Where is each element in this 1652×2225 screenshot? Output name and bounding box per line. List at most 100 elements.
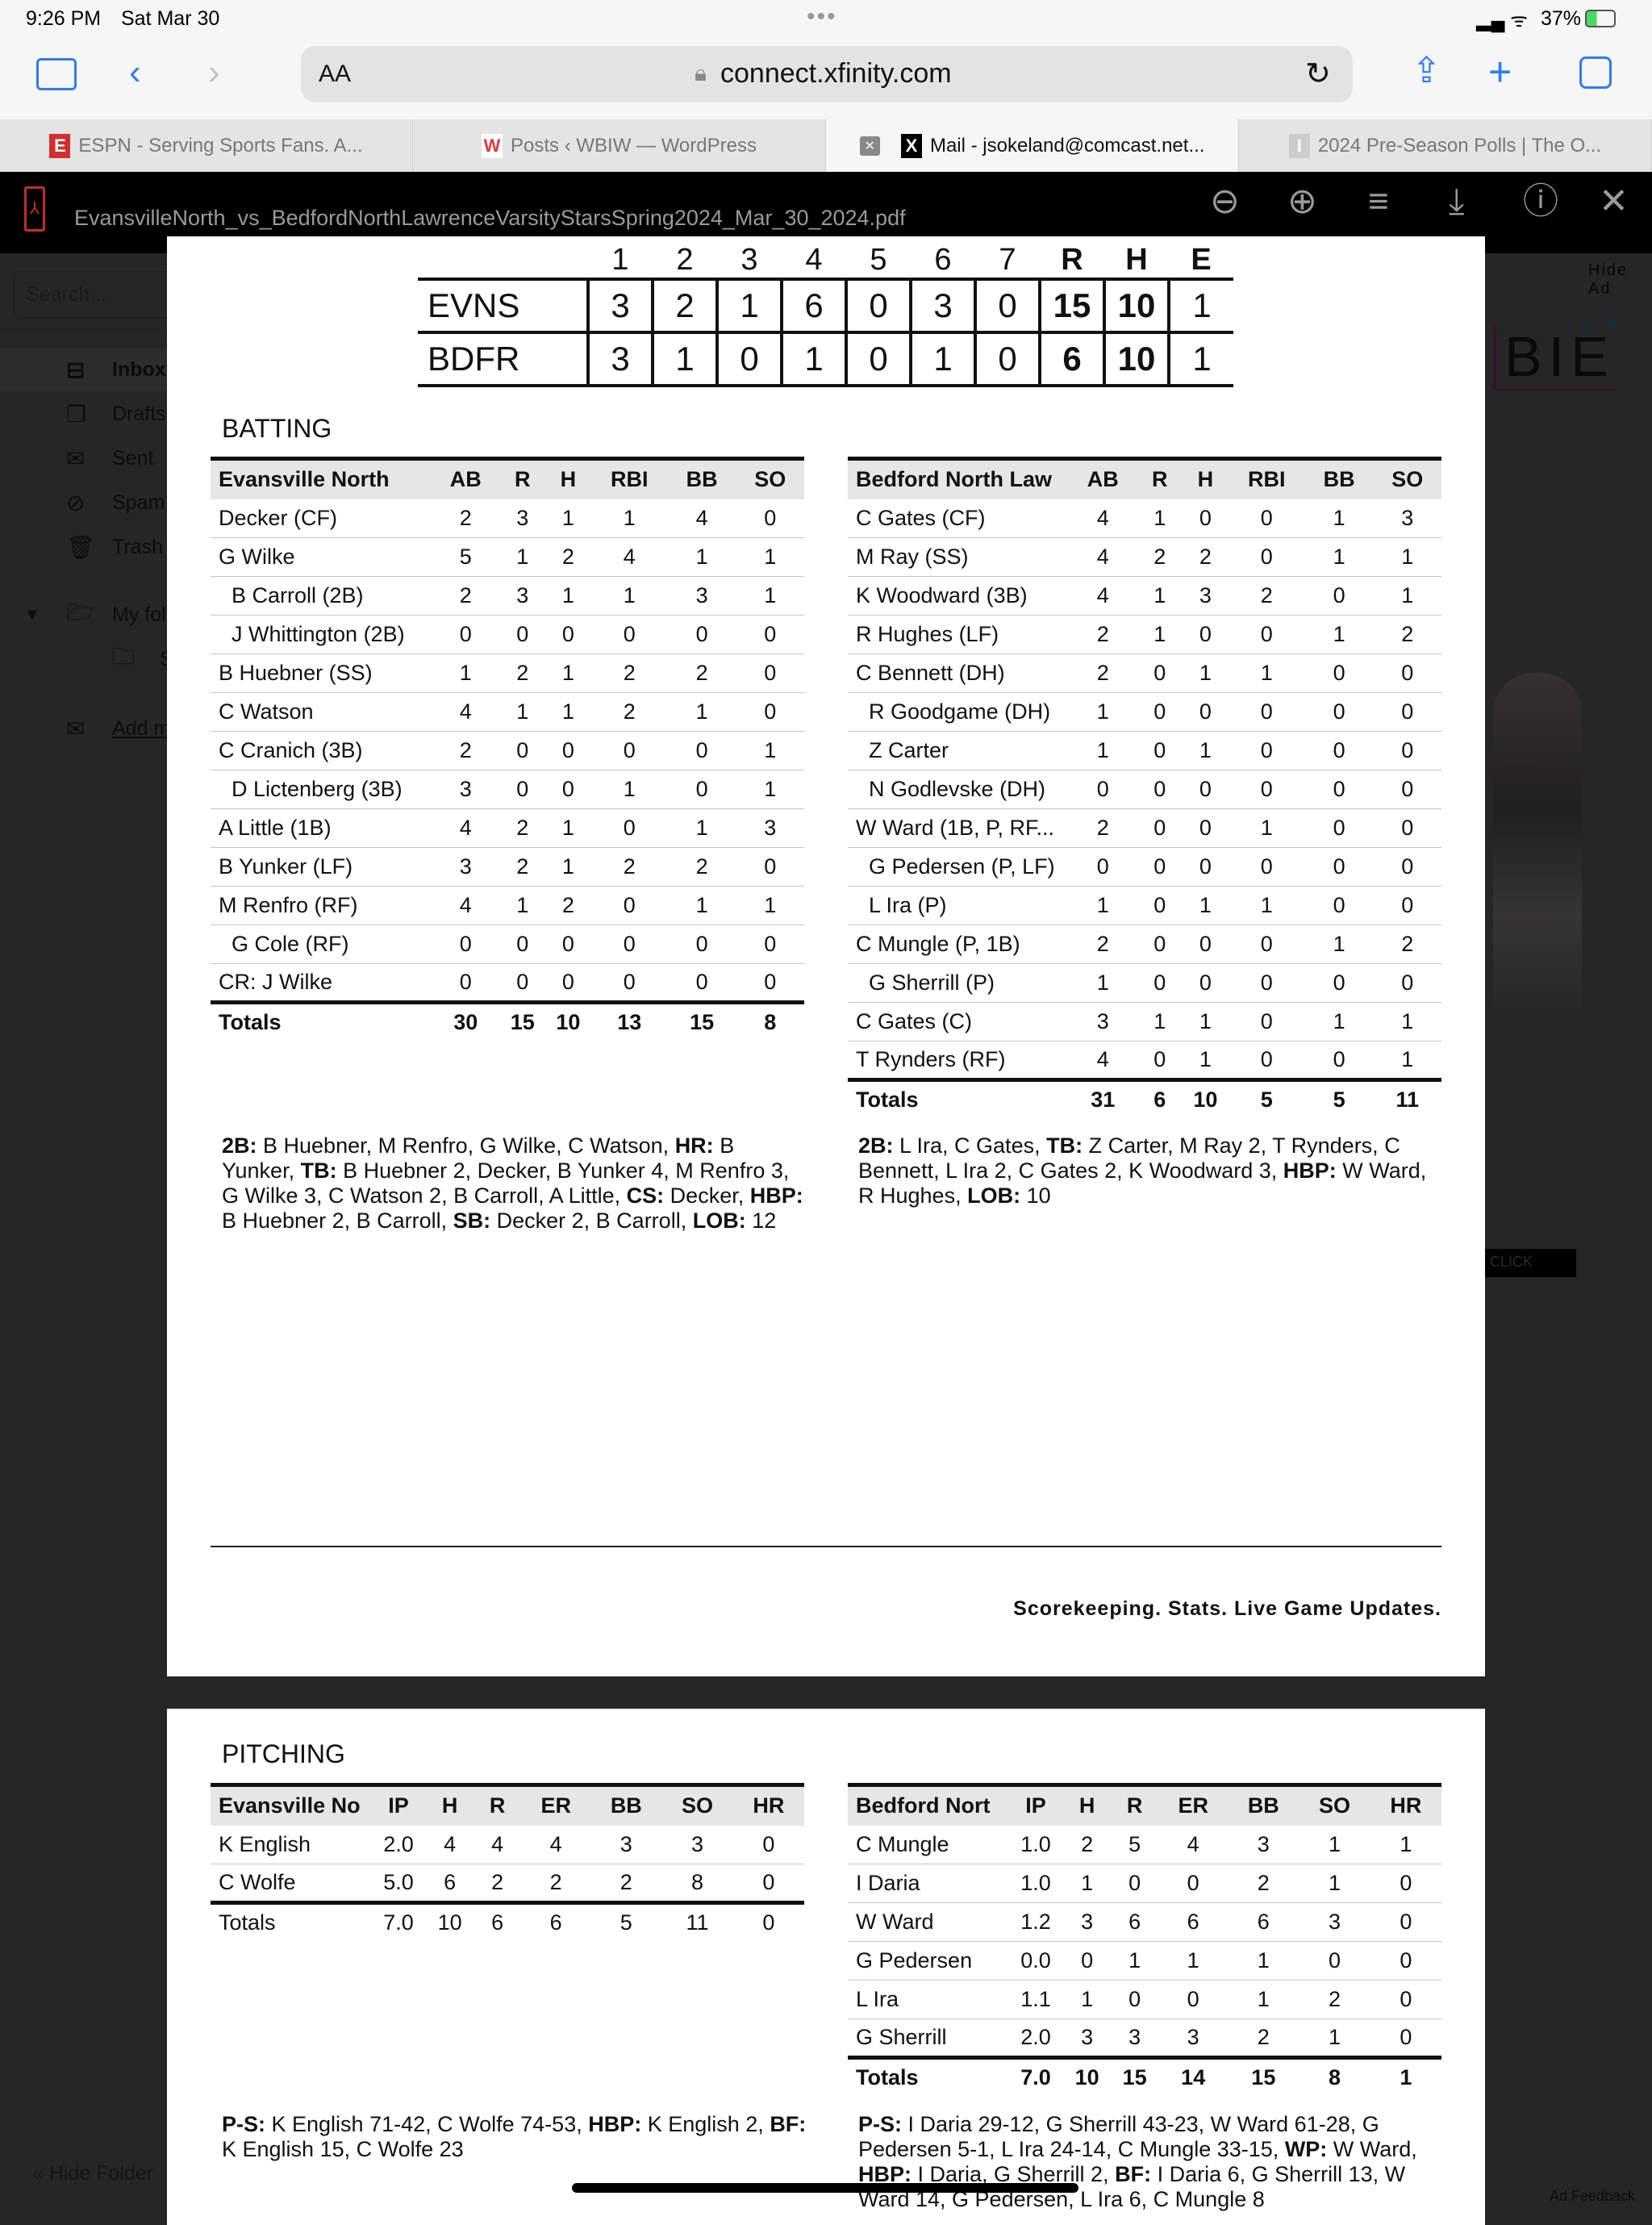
player-name: R Hughes (LF) [848, 615, 1069, 654]
search-input[interactable]: Search... [14, 271, 175, 318]
ad-feedback-link[interactable]: Ad Feedback [1550, 2188, 1636, 2204]
text-size-button[interactable]: AA [319, 61, 352, 87]
note-text: K English 2, [641, 2112, 770, 2136]
close-icon[interactable]: ✕ [1599, 182, 1629, 221]
sidebar-item-drafts[interactable]: ❐ Drafts [0, 393, 168, 435]
stat-cell: 0 [667, 770, 736, 809]
sidebar-item-spam[interactable]: ⊘ Spam [0, 482, 168, 524]
zoom-in-icon[interactable]: ⊕ [1287, 182, 1317, 221]
ad-cta-button[interactable]: CLICK [1485, 1249, 1576, 1277]
stat-cell: 2 [545, 537, 591, 577]
info-icon[interactable]: ⓘ [1523, 182, 1558, 221]
table-row: Decker (CF) 2 3 1 1 4 0 [211, 499, 804, 538]
stat-cell: 1 [1137, 1002, 1183, 1042]
tab-3[interactable]: ✕ X Mail - jsokeland@comcast.net... [826, 119, 1239, 172]
hide-folders-button[interactable]: « Hide Folder [32, 2162, 154, 2185]
stat-cell: 1 [1370, 1825, 1441, 1864]
tab-bar: E ESPN - Serving Sports Fans. A... W Posts … [0, 119, 1652, 172]
stat-cell: 0 [667, 615, 736, 654]
ad-choices-icon[interactable]: ▷ ✕ [1582, 311, 1622, 336]
inning-header: R [1061, 243, 1083, 277]
sidebar-item-inbox[interactable]: ⊟ Inbox [0, 349, 168, 390]
table-row: M Renfro (RF) 4 1 2 0 1 1 [211, 886, 804, 925]
stat-cell: 0 [1137, 770, 1183, 809]
inning-score: 0 [974, 332, 1040, 387]
stat-cell: 2 [499, 847, 546, 887]
sidebar-item-sent[interactable]: ✉︎ Sent [0, 437, 168, 479]
totals-row: Totals 7.0 10 6 6 5 11 0 [211, 1901, 804, 1942]
forward-icon[interactable]: › [208, 52, 220, 92]
ad-image[interactable] [1493, 673, 1582, 1020]
stat-cell: 0 [432, 615, 500, 654]
inning-score: 2 [651, 278, 717, 334]
total-cell: 13 [590, 1000, 668, 1042]
stat-cell: 1 [545, 808, 591, 848]
stat-cell: 1.2 [1008, 1902, 1064, 1942]
close-tab-icon[interactable]: ✕ [859, 136, 880, 156]
stat-cell: 4 [432, 886, 500, 925]
note-label: 2B: [222, 1133, 257, 1158]
tab-1[interactable]: E ESPN - Serving Sports Fans. A... [0, 119, 413, 172]
batting-table-away: Bedford North Law AB R H RBI BB SO C Gates (CF)… [848, 457, 1441, 1119]
table-row: C Cranich (3B) 2 0 0 0 0 1 [211, 731, 804, 770]
stat-cell: 0 [1304, 576, 1374, 616]
back-icon[interactable]: ‹ [129, 52, 141, 92]
hide-ad-button[interactable]: Hide Ad [1588, 261, 1629, 298]
url-text[interactable]: connect.xfinity.com [720, 58, 952, 89]
table-header: Bedford North Law AB R H RBI BB SO [848, 457, 1441, 499]
add-mail-label: Add m [112, 716, 171, 740]
sidebar-item-label: Trash [112, 535, 163, 558]
stat-cell: 0 [1304, 731, 1374, 770]
multitasking-dots-icon[interactable]: ••• [807, 3, 837, 30]
stat-cell: 0 [1304, 770, 1374, 809]
my-folders-label: My fol [112, 603, 166, 626]
stat-cell: 1 [1137, 576, 1183, 616]
player-name: C Mungle (P, 1B) [848, 925, 1069, 964]
player-name: J Whittington (2B) [211, 615, 432, 654]
stat-cell: 1 [1158, 1941, 1229, 1981]
address-bar[interactable]: AA 🔒︎ connect.xfinity.com ↻ [301, 46, 1353, 102]
pitching-title: PITCHING [222, 1739, 345, 1768]
rhe-errors: 1 [1167, 332, 1233, 387]
inning-score: 1 [780, 332, 846, 387]
stat-cell: 0 [1111, 1980, 1159, 2019]
total-cell: 6 [1137, 1078, 1183, 1119]
rhe-hits: 10 [1103, 332, 1169, 387]
home-indicator[interactable] [572, 2183, 1078, 2193]
zoom-out-icon[interactable]: ⊖ [1210, 182, 1240, 221]
new-tab-icon[interactable]: + [1488, 49, 1512, 94]
table-row: C Gates (C) 3 1 1 0 1 1 [848, 1002, 1441, 1042]
status-bar: 9:26 PM Sat Mar 30 ••• ▂▄ ᯤ 37% [0, 0, 1652, 39]
sidebar-item-trash[interactable]: 🗑︎ Trash [0, 526, 168, 568]
stat-cell: 4 [1158, 1825, 1229, 1864]
column-header: BB [667, 457, 736, 499]
share-icon[interactable]: ⇪ [1412, 51, 1441, 90]
battery-percent: 37% [1541, 7, 1582, 30]
sidebar-subfolder[interactable]: 🗀︎ S [0, 638, 173, 680]
inning-header: 1 [611, 243, 629, 277]
add-mail-link[interactable]: ✉︎ Add m [0, 708, 171, 749]
stat-cell: 0 [499, 731, 546, 770]
sent-icon: ✉︎ [66, 445, 86, 471]
tab-4[interactable]: I 2024 Pre-Season Polls | The O... [1239, 119, 1652, 172]
tab-2[interactable]: W Posts ‹ WBIW — WordPress [413, 119, 826, 172]
sidebar-toggle-icon[interactable] [36, 58, 77, 90]
sidebar-my-folders[interactable]: ▼ 🗁︎ My fol [0, 594, 168, 636]
stat-cell: 2 [521, 1864, 591, 1903]
stat-cell: 0 [1228, 537, 1305, 577]
caret-down-icon[interactable]: ▼ [24, 605, 40, 624]
tabs-overview-icon[interactable] [1579, 56, 1612, 89]
stat-cell: 1 [1228, 1980, 1299, 2019]
column-header: IP [1008, 1783, 1064, 1826]
menu-icon[interactable]: ≡ [1368, 182, 1389, 221]
note-text: K English 71-42, C Wolfe 74-53, [265, 2112, 589, 2136]
totals-row: Totals 30 15 10 13 15 8 [211, 1000, 804, 1042]
team-name-header: Evansville No [211, 1783, 371, 1826]
download-icon[interactable]: ⤓ [1449, 182, 1465, 221]
stat-cell: 2 [1069, 925, 1137, 964]
stat-cell: 6 [1158, 1902, 1229, 1942]
reload-icon[interactable]: ↻ [1305, 57, 1331, 91]
table-row: L Ira 1.1 1 0 0 1 2 0 [848, 1980, 1441, 2019]
player-name: C Wolfe [211, 1864, 371, 1903]
stat-cell: 0 [1373, 886, 1441, 925]
